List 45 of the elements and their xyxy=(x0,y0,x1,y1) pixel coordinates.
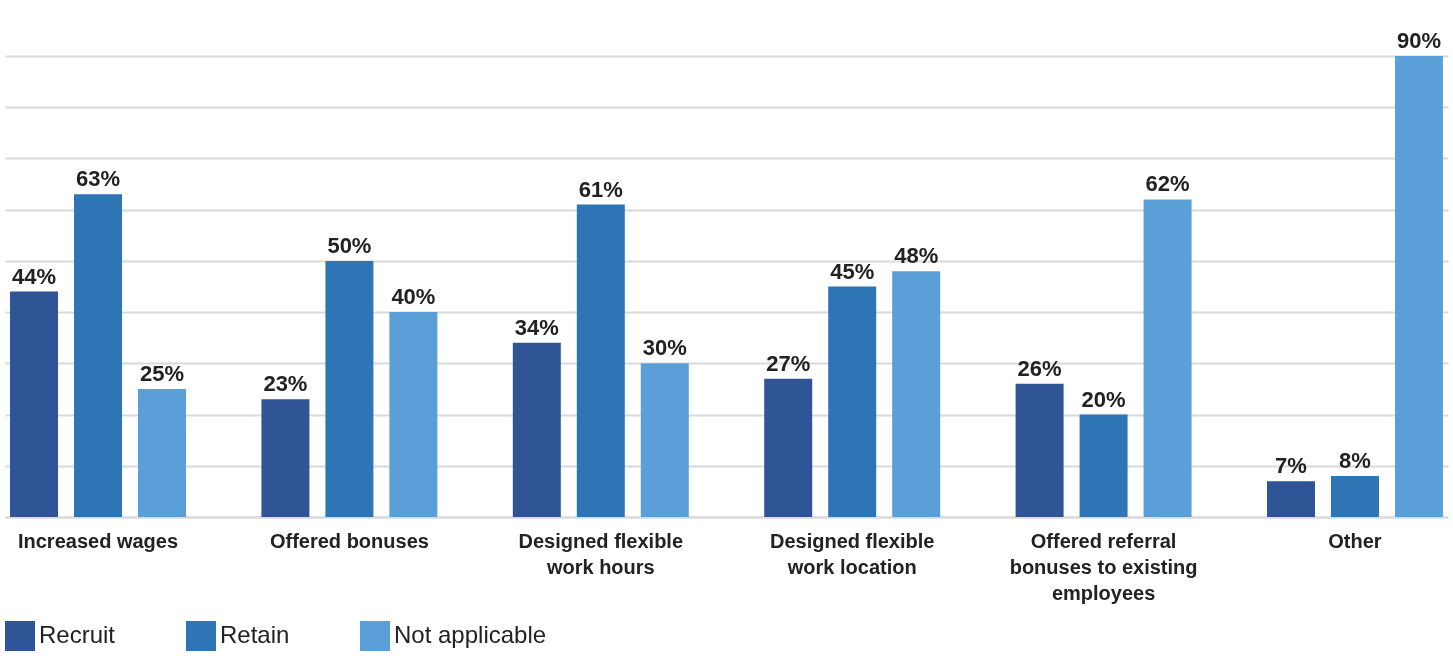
data-label: 25% xyxy=(139,360,185,386)
bar xyxy=(1330,476,1379,517)
bar xyxy=(138,388,186,517)
data-label: 26% xyxy=(1017,355,1062,381)
data-label: 30% xyxy=(642,335,687,361)
x-tick-label: Designed flexible work location xyxy=(769,529,935,578)
legend-label: Not applicable xyxy=(394,621,547,648)
bar xyxy=(1015,383,1064,517)
bar xyxy=(1394,56,1443,517)
x-tick-label: Increased wages xyxy=(17,529,179,552)
data-label: 23% xyxy=(263,371,308,397)
data-label: 63% xyxy=(75,166,121,192)
bar xyxy=(1079,414,1128,517)
x-tick-label: Offered bonuses xyxy=(269,529,429,552)
data-label: 40% xyxy=(391,284,436,310)
data-label: 48% xyxy=(894,243,939,269)
data-label: 50% xyxy=(327,232,372,258)
legend-label: Retain xyxy=(220,621,290,648)
x-tick-label: Designed flexible work hours xyxy=(518,529,684,578)
bar xyxy=(512,342,561,517)
data-label: 45% xyxy=(830,258,875,284)
bar xyxy=(10,291,59,517)
bar xyxy=(325,260,374,517)
data-label: 20% xyxy=(1081,386,1126,412)
bar xyxy=(261,399,310,517)
bar xyxy=(576,204,625,517)
data-label: 90% xyxy=(1396,28,1441,53)
bar xyxy=(74,194,123,517)
data-label: 34% xyxy=(514,314,559,340)
data-label: 44% xyxy=(12,263,57,289)
legend-label: Recruit xyxy=(39,621,116,648)
x-tick-label: Offered referral bonuses to existing employees xyxy=(1009,529,1198,604)
bar xyxy=(828,286,877,517)
bar xyxy=(640,363,689,517)
data-label: 27% xyxy=(766,350,811,376)
x-tick-label: Other xyxy=(1328,529,1382,552)
data-label: 61% xyxy=(578,176,623,202)
bar xyxy=(764,378,813,517)
data-label: 8% xyxy=(1339,448,1371,474)
data-label: 62% xyxy=(1145,171,1190,197)
data-label: 7% xyxy=(1275,453,1307,479)
bar xyxy=(892,271,941,517)
bar xyxy=(1267,481,1315,517)
bar xyxy=(389,312,438,517)
bar xyxy=(1143,199,1192,517)
